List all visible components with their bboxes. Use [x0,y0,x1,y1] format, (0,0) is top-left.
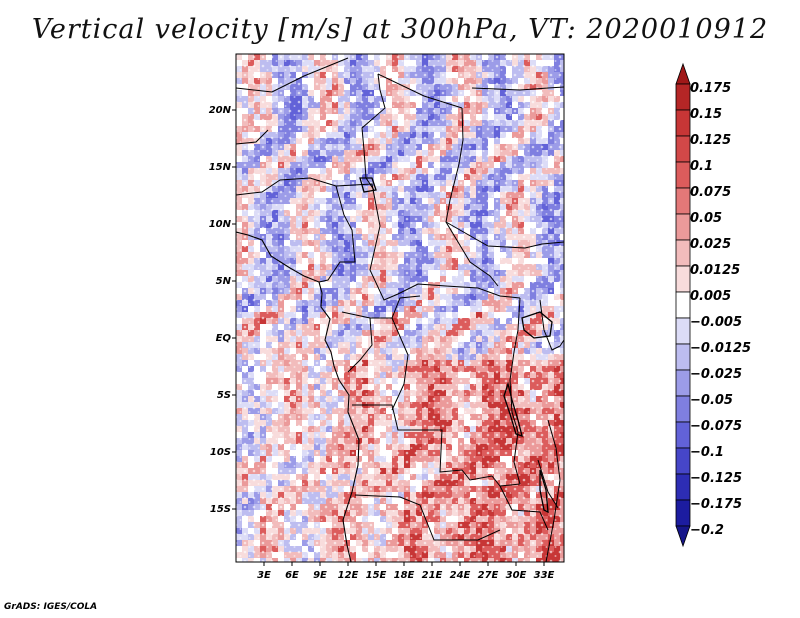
colorbar-label: 0.075 [690,185,731,200]
colorbar-label: 0.15 [690,107,722,122]
lat-label: 15S [210,504,231,515]
border-west-2 [236,129,269,145]
boundary-lines [236,57,564,562]
colorbar-label: 0.125 [690,133,731,148]
colorbar-label: −0.0125 [690,341,751,356]
lon-label: 21E [422,570,443,581]
lat-label: 15N [209,162,232,173]
lat-labels: 20N 15N 10N 5N EQ 5S 10S 15S [209,105,232,515]
lat-label: 5S [217,390,231,401]
colorbar-bin [675,135,691,163]
coastline-west [236,231,360,562]
colorbar-bin [675,187,691,215]
colorbar-label: 0.1 [690,159,713,174]
lon-label: 9E [313,570,327,581]
colorbar-label: 0.025 [690,237,731,252]
colorbar-label: −0.1 [690,445,724,460]
colorbar-label: 0.0125 [690,263,740,278]
colorbar-label: 0.05 [690,211,722,226]
colorbar-label: −0.125 [690,471,742,486]
colorbar-label: −0.005 [690,315,742,330]
lon-label: 18E [394,570,415,581]
colorbar-label: 0.175 [690,81,731,96]
border-west-1 [236,177,337,196]
border-east-2 [471,86,564,91]
lake-victoria [521,311,553,339]
colorbar-bin [675,395,691,423]
lat-label: EQ [216,333,232,344]
colorbar-bin [675,213,691,241]
colorbar-bin [675,83,691,111]
lat-label: 10N [209,219,232,230]
lakes [359,177,553,514]
lon-label: 12E [338,570,359,581]
colorbar-label: −0.05 [690,393,733,408]
colorbar-bin [675,239,691,267]
lon-label: 30E [506,570,527,581]
border-east-south [545,419,561,562]
border-north-4 [445,107,499,287]
lon-label: 33E [534,570,555,581]
colorbar-bin [675,499,691,527]
lon-label: 24E [450,570,471,581]
colorbar [675,62,691,548]
border-chad [335,183,521,301]
lon-label: 27E [478,570,499,581]
border-zambia [499,485,549,531]
axis-ticks [232,109,545,566]
border-angola [354,494,501,541]
border-east-lakes [539,299,564,351]
colorbar-labels: 0.175 0.15 0.125 0.1 0.075 0.05 0.025 0.… [690,81,751,538]
border-cameroon [318,185,356,283]
border-congo-3 [391,317,409,411]
colorbar-label: 0.005 [690,289,731,304]
border-north-1 [236,57,349,93]
velocity-field [236,54,564,562]
colorbar-label: −0.075 [690,419,742,434]
lon-label: 3E [257,570,271,581]
field-speckle-overlay [236,54,564,562]
lon-label: 6E [285,570,299,581]
lat-label: 10S [210,447,231,458]
colorbar-bin [675,473,691,501]
lake-chad [359,177,377,193]
lat-label: 20N [209,105,232,116]
lake-tanganyika [503,381,523,437]
colorbar-bin [675,109,691,137]
colorbar-bin [675,317,691,345]
colorbar-bin [675,343,691,371]
colorbar-label: −0.025 [690,367,742,382]
footer-credit: GrADS: IGES/COLA [4,602,98,612]
lake-malawi [539,469,549,514]
border-malawi [537,459,559,509]
border-north-3 [377,73,463,109]
lon-labels: 3E 6E 9E 12E 15E 18E 21E 24E 27E 30E 33E [257,570,554,581]
colorbar-bin [675,291,691,319]
colorbar-label: −0.2 [690,523,724,538]
colorbar-bin [675,447,691,475]
colorbar-bin [675,265,691,293]
colorbar-bin [675,161,691,189]
colorbar-top-arrow [675,62,691,85]
colorbar-bin [675,369,691,397]
lat-label: 5N [216,276,232,287]
map-frame [235,53,565,563]
chart-title: Vertical velocity [m/s] at 300hPa, VT: 2… [31,14,769,45]
colorbar-bottom-arrow [675,525,691,548]
border-east-1 [445,221,564,249]
colorbar-label: −0.175 [690,497,742,512]
colorbar-bin [675,421,691,449]
border-drc-south [352,404,521,487]
border-congo-2 [347,317,373,373]
lon-label: 15E [366,570,387,581]
